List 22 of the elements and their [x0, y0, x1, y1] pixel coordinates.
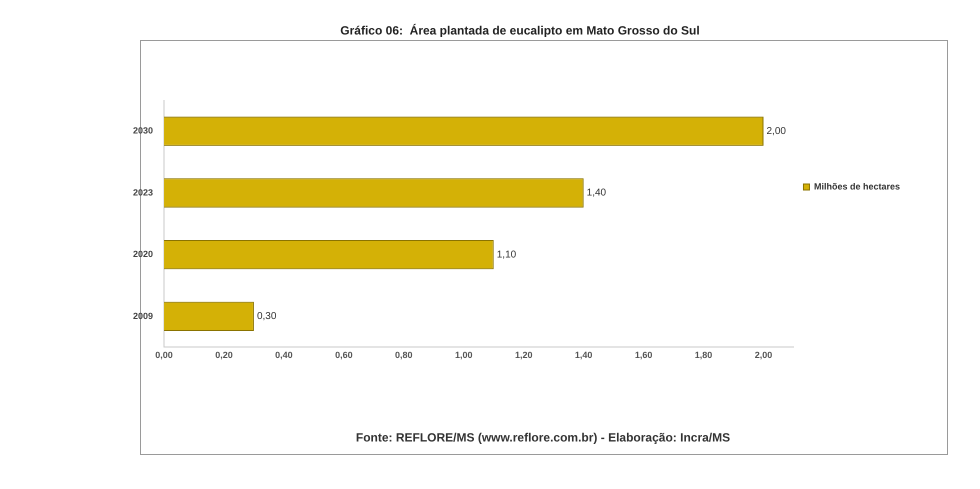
x-tick-label: 0,40	[275, 350, 293, 360]
x-tick-label: 0,00	[155, 350, 173, 360]
x-tick-label: 1,60	[634, 350, 652, 360]
data-label: 2,00	[766, 126, 786, 137]
x-tick-label: 0,60	[335, 350, 353, 360]
x-tick-label: 0,80	[395, 350, 413, 360]
y-tick-label: 2020	[132, 249, 154, 260]
y-tick-label: 2009	[132, 310, 154, 321]
legend-label: Milhões de hectares	[814, 181, 900, 192]
y-tick-label: 2023	[132, 187, 154, 198]
chart-title: Gráfico 06: Área plantada de eucalipto em Mato Grosso do Sul	[340, 24, 700, 38]
data-label: 0,30	[256, 311, 277, 322]
x-tick-label: 1,20	[514, 350, 532, 360]
x-tick-label: 1,80	[694, 350, 712, 360]
x-tick-label: 0,20	[215, 350, 233, 360]
y-tick-label: 2030	[132, 126, 154, 136]
x-tick-label: 2,00	[754, 350, 772, 360]
data-label: 1,10	[496, 249, 517, 260]
x-tick-label: 1,40	[574, 350, 592, 360]
source-note: Fonte: REFLORE/MS (www.reflore.com.br) - Elaboração: Incra/MS	[356, 430, 730, 444]
data-label: 1,40	[586, 188, 607, 199]
x-tick-label: 1,00	[454, 350, 473, 360]
